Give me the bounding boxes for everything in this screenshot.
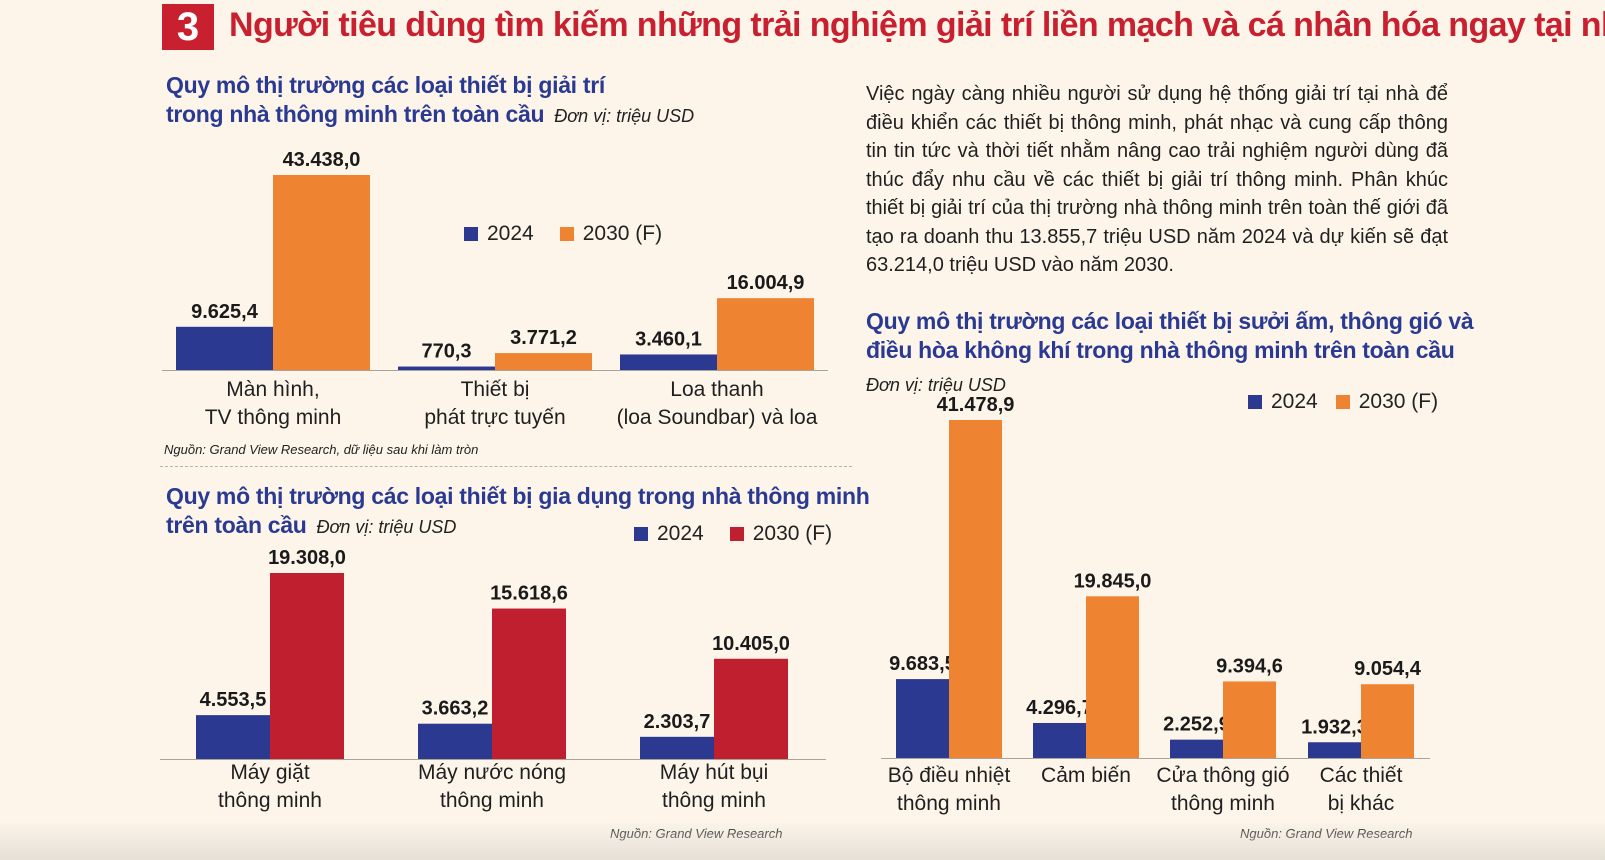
chart1-value-label-0-1: 43.438,0 — [283, 149, 361, 171]
chart3-legend-2024: 2024 — [1248, 390, 1318, 414]
chart1-category-label-1-0: Thiết bị — [461, 378, 530, 401]
chart3-category-label-3-1: bị khác — [1328, 792, 1395, 815]
chart1-category-label-0-0: Màn hình, — [226, 378, 319, 401]
chart3-legend-swatch-2030 — [1335, 395, 1350, 409]
chart3-bar-3-0 — [1308, 742, 1361, 758]
chart2-legend-2024: 2024 — [634, 522, 704, 546]
chart2-unit: Đơn vị: triệu USD — [316, 517, 457, 537]
chart3-category-label-2-1: thông minh — [1171, 792, 1275, 815]
chart3-bar-1-1 — [1086, 596, 1139, 758]
chart1-unit: Đơn vị: triệu USD — [554, 106, 695, 126]
chart2-category-label-0-0: Máy giặt — [230, 761, 310, 784]
chart1-bar-0-0 — [176, 326, 273, 370]
chart1-title-line2: trong nhà thông minh trên toàn cầu Đơn vị… — [166, 101, 695, 127]
chart2-legend-swatch-2030 — [729, 527, 744, 541]
chart3-category-label-1-0: Cảm biến — [1041, 764, 1131, 787]
chart3-category-label-2-0: Cửa thông gió — [1156, 764, 1289, 787]
chart3-value-label-2-0: 2.252,9 — [1163, 714, 1230, 736]
chart2-value-label-2-1: 10.405,0 — [712, 633, 790, 655]
chart2-value-label-1-0: 3.663,2 — [422, 698, 489, 720]
chart1-value-label-1-1: 3.771,2 — [510, 327, 577, 349]
chart3-title-line1: Quy mô thị trường các loại thiết bị sưởi… — [866, 308, 1474, 334]
chart2-legend-swatch-2024 — [634, 527, 648, 541]
chart2-value-label-1-1: 15.618,6 — [490, 583, 568, 605]
chart1-category-label-0-1: TV thông minh — [205, 406, 342, 429]
chart2-title: Quy mô thị trường các loại thiết bị gia … — [166, 482, 870, 542]
chart2-category-label-1-1: thông minh — [440, 789, 544, 812]
intro-paragraph: Việc ngày càng nhiều người sử dụng hệ th… — [866, 83, 1448, 276]
chart2-bar-0-0 — [196, 715, 270, 759]
chart1-legend-2030: 2030 (F) — [559, 222, 662, 246]
chart1-value-label-1-0: 770,3 — [421, 341, 471, 363]
chart3-value-label-1-0: 4.296,7 — [1026, 697, 1093, 719]
chart2-value-label-0-1: 19.308,0 — [268, 547, 346, 569]
chart2-category-label-2-1: thông minh — [662, 789, 766, 812]
page-headline: Người tiêu dùng tìm kiếm những trải nghi… — [229, 6, 1605, 44]
chart3-title: Quy mô thị trường các loại thiết bị sưởi… — [866, 307, 1474, 365]
section-number-badge: 3 — [162, 4, 214, 50]
chart3-legend: 2024 2030 (F) — [1248, 390, 1438, 414]
chart1-value-label-0-0: 9.625,4 — [191, 301, 259, 323]
chart3-bar-0-0 — [896, 679, 949, 758]
chart3-value-label-1-1: 19.845,0 — [1074, 570, 1152, 592]
chart1-bar-1-1 — [495, 353, 592, 370]
chart2-bar-0-1 — [270, 573, 344, 759]
chart1-value-label-2-1: 16.004,9 — [727, 272, 805, 294]
chart2-source: Nguồn: Grand View Research — [610, 826, 783, 841]
chart3-source: Nguồn: Grand View Research — [1240, 826, 1413, 841]
chart2-bar-2-1 — [714, 658, 788, 759]
chart2-title-line2: trên toàn cầu Đơn vị: triệu USD — [166, 512, 457, 538]
chart1-bar-2-0 — [620, 354, 717, 370]
chart1-legend: 2024 2030 (F) — [464, 222, 688, 246]
chart2-value-label-2-0: 2.303,7 — [644, 711, 711, 733]
chart3-legend-2030: 2030 (F) — [1335, 390, 1438, 414]
chart3-bar-2-1 — [1223, 681, 1276, 758]
chart1-value-label-2-0: 3.460,1 — [635, 328, 702, 350]
chart2-bar-1-0 — [418, 723, 492, 759]
chart1-legend-2024: 2024 — [464, 222, 534, 246]
chart3-value-label-3-1: 9.054,4 — [1354, 658, 1422, 680]
chart2-category-label-0-1: thông minh — [218, 789, 322, 812]
chart1-bar-2-1 — [717, 298, 814, 370]
chart3-bar-0-1 — [949, 420, 1002, 758]
chart1-title-line1: Quy mô thị trường các loại thiết bị giải… — [166, 72, 605, 98]
chart2-title-line1: Quy mô thị trường các loại thiết bị gia … — [166, 483, 870, 509]
chart2-legend-2030: 2030 (F) — [729, 522, 832, 546]
chart2-bar-2-0 — [640, 736, 714, 759]
chart2-category-label-1-0: Máy nước nóng — [418, 761, 566, 784]
chart1-category-label-2-0: Loa thanh — [670, 378, 763, 401]
chart3-bar-3-1 — [1361, 684, 1414, 758]
chart2-bar-1-1 — [492, 608, 566, 759]
chart3-value-label-0-1: 41.478,9 — [937, 394, 1015, 416]
chart3-value-label-0-0: 9.683,5 — [889, 653, 956, 675]
chart3-unit: Đơn vị: triệu USD — [866, 375, 1006, 395]
section-divider — [160, 466, 852, 467]
chart2-legend: 2024 2030 (F) — [634, 522, 832, 546]
chart2-category-label-2-0: Máy hút bụi — [660, 761, 769, 784]
chart1-source: Nguồn: Grand View Research, dữ liệu sau … — [164, 442, 479, 457]
chart1-title: Quy mô thị trường các loại thiết bị giải… — [166, 71, 694, 131]
chart1-bar-1-0 — [398, 366, 495, 370]
chart3-legend-swatch-2024 — [1248, 395, 1262, 409]
chart3-title-line2: điều hòa không khí trong nhà thông minh … — [866, 337, 1455, 363]
chart2-value-label-0-0: 4.553,5 — [200, 689, 267, 711]
chart3-bar-1-0 — [1033, 722, 1086, 758]
chart3-value-label-3-0: 1.932,3 — [1301, 716, 1368, 738]
chart3-category-label-0-0: Bộ điều nhiệt — [888, 764, 1011, 787]
chart1-category-label-1-1: phát trực tuyến — [424, 406, 565, 429]
chart3-category-label-0-1: thông minh — [897, 792, 1001, 815]
chart1-bar-0-1 — [273, 175, 370, 370]
chart1-category-label-2-1: (loa Soundbar) và loa — [617, 406, 818, 429]
chart3-value-label-2-1: 9.394,6 — [1216, 655, 1283, 677]
chart1-legend-swatch-2030 — [559, 227, 574, 241]
chart3-bar-2-0 — [1170, 739, 1223, 758]
chart1-legend-swatch-2024 — [464, 227, 478, 241]
chart3-category-label-3-0: Các thiết — [1320, 764, 1403, 787]
